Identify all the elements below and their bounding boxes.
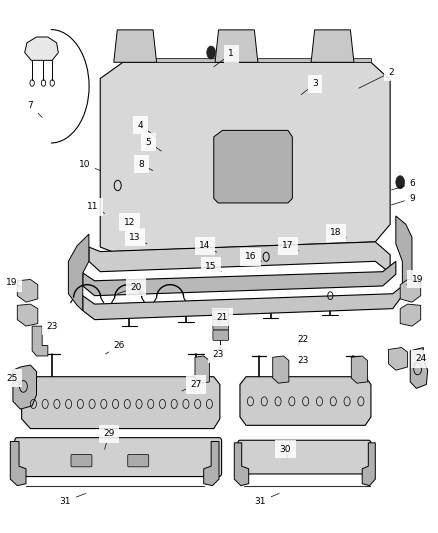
- Text: 25: 25: [6, 374, 21, 384]
- Text: 12: 12: [124, 218, 141, 229]
- Polygon shape: [311, 30, 354, 62]
- Polygon shape: [195, 356, 209, 383]
- Polygon shape: [204, 441, 219, 486]
- Text: 31: 31: [60, 494, 86, 506]
- Text: 3: 3: [301, 79, 318, 95]
- FancyBboxPatch shape: [14, 438, 222, 477]
- FancyBboxPatch shape: [213, 309, 229, 320]
- Circle shape: [396, 176, 405, 189]
- Polygon shape: [17, 304, 38, 326]
- FancyBboxPatch shape: [238, 440, 371, 474]
- Text: 5: 5: [145, 138, 161, 151]
- Polygon shape: [17, 279, 38, 302]
- Polygon shape: [240, 377, 371, 425]
- Text: 17: 17: [282, 241, 298, 251]
- Polygon shape: [68, 234, 89, 311]
- Text: 8: 8: [138, 159, 152, 171]
- Text: 30: 30: [279, 445, 291, 458]
- Circle shape: [207, 46, 215, 59]
- Text: 14: 14: [199, 241, 217, 252]
- Text: 9: 9: [392, 194, 415, 205]
- Text: 7: 7: [28, 101, 42, 117]
- Polygon shape: [32, 326, 48, 356]
- Text: 22: 22: [297, 335, 308, 345]
- FancyBboxPatch shape: [128, 455, 149, 467]
- Text: 21: 21: [217, 312, 228, 324]
- Text: 18: 18: [330, 228, 346, 237]
- Text: 2: 2: [359, 68, 394, 88]
- Text: 23: 23: [212, 350, 224, 360]
- Polygon shape: [100, 62, 390, 252]
- Text: 4: 4: [138, 120, 155, 137]
- Text: 26: 26: [106, 341, 125, 354]
- Text: 24: 24: [412, 354, 426, 365]
- Text: 20: 20: [118, 282, 142, 294]
- Polygon shape: [123, 58, 371, 62]
- Polygon shape: [83, 261, 396, 296]
- Text: 15: 15: [205, 262, 221, 272]
- Polygon shape: [11, 441, 26, 486]
- Polygon shape: [389, 348, 408, 370]
- Text: 27: 27: [182, 380, 202, 391]
- Text: 23: 23: [46, 321, 58, 333]
- Text: 6: 6: [392, 179, 415, 190]
- Polygon shape: [89, 242, 390, 273]
- Polygon shape: [396, 216, 412, 296]
- FancyBboxPatch shape: [71, 455, 92, 467]
- Text: 29: 29: [103, 429, 115, 449]
- Polygon shape: [400, 279, 421, 302]
- Polygon shape: [114, 30, 156, 62]
- Polygon shape: [351, 356, 367, 383]
- Text: 23: 23: [297, 356, 308, 367]
- FancyBboxPatch shape: [213, 330, 229, 341]
- Polygon shape: [13, 365, 36, 409]
- Polygon shape: [273, 356, 289, 383]
- Polygon shape: [215, 30, 258, 62]
- Text: 11: 11: [87, 203, 105, 213]
- Polygon shape: [25, 37, 58, 60]
- Text: 19: 19: [6, 278, 21, 287]
- Polygon shape: [410, 348, 427, 389]
- Polygon shape: [362, 443, 375, 486]
- Text: 1: 1: [214, 50, 234, 67]
- Polygon shape: [214, 131, 292, 203]
- Polygon shape: [234, 443, 249, 486]
- Text: 31: 31: [255, 494, 279, 506]
- Text: 19: 19: [407, 275, 424, 285]
- Text: 13: 13: [129, 233, 147, 244]
- Polygon shape: [21, 377, 220, 429]
- Polygon shape: [400, 304, 421, 326]
- Polygon shape: [83, 286, 403, 320]
- Text: 10: 10: [79, 159, 100, 171]
- Text: 16: 16: [245, 252, 262, 261]
- FancyBboxPatch shape: [213, 320, 229, 330]
